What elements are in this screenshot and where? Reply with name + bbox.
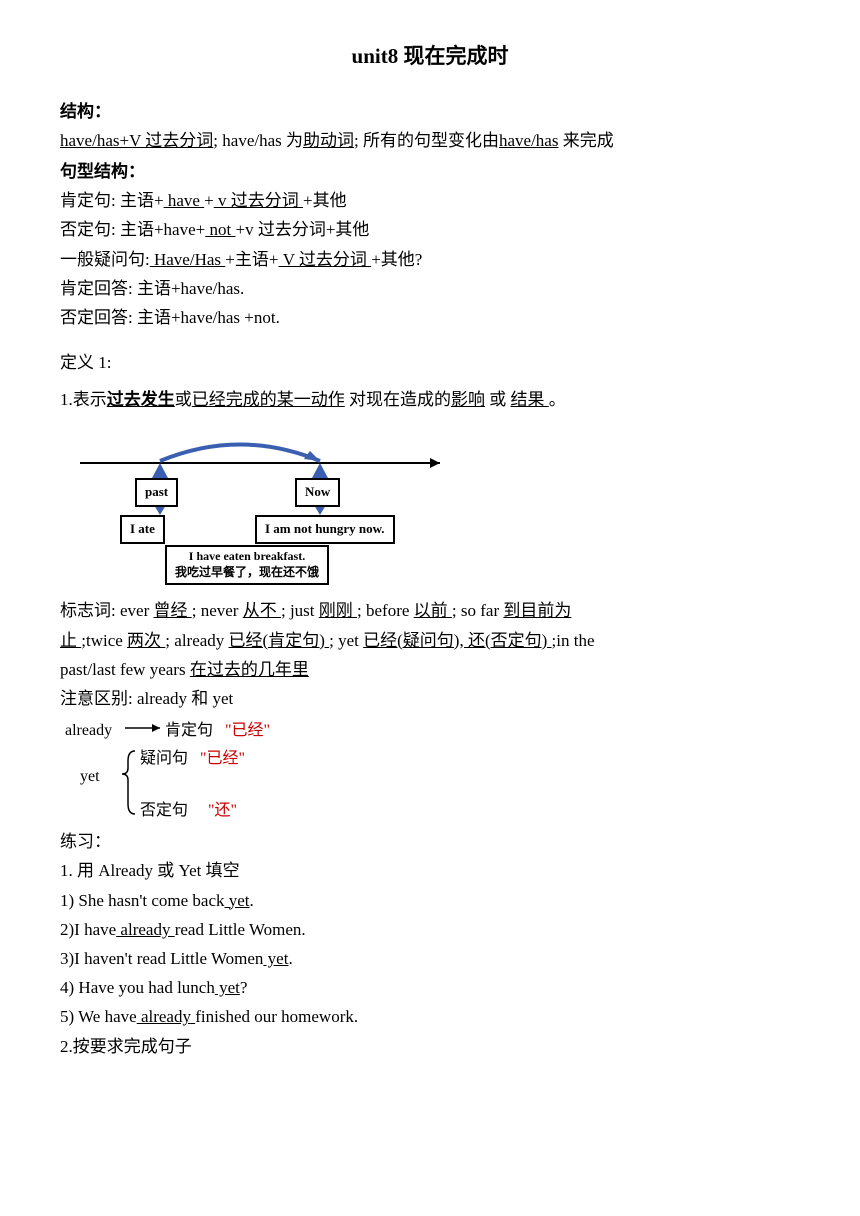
never-u: 从不 xyxy=(243,601,281,620)
d2-neg: 否定句 "还" xyxy=(140,798,237,824)
breakfast-box: I have eaten breakfast. 我吃过早餐了，现在还不饿 xyxy=(165,545,329,584)
text: ; have/has 为 xyxy=(213,131,303,150)
structure-part1: have/has+V 过去分词 xyxy=(60,131,213,150)
already-u: 已经(肯定句) xyxy=(229,631,330,650)
affirm-line: 肯定句: 主语+ have + v 过去分词 +其他 xyxy=(60,187,800,214)
already-label: already xyxy=(65,718,112,744)
text: +其他 xyxy=(303,191,347,210)
text: ; so far xyxy=(452,601,503,620)
text: 或 xyxy=(175,390,192,409)
text: +v 过去分词+其他 xyxy=(235,220,369,239)
text: ; yet xyxy=(329,631,363,650)
def1-line: 1.表示过去发生或已经完成的某一动作 对现在造成的影响 或 结果 。 xyxy=(60,386,800,413)
page-title: unit8 现在完成时 xyxy=(60,40,800,74)
structure-part3-u: have/has xyxy=(499,131,558,150)
practice-heading: 练习： xyxy=(60,828,800,855)
past-box: past xyxy=(135,478,178,507)
yet-u: 已经(疑问句), 还(否定句) xyxy=(363,631,551,650)
q4: 4) Have you had lunch yet? xyxy=(60,974,800,1001)
def1-u1: 过去发生 xyxy=(107,390,175,409)
text: 。 xyxy=(549,390,566,409)
q-u2: V 过去分词 xyxy=(278,250,371,269)
ever-u: 曾经 xyxy=(153,601,191,620)
text: 来完成 xyxy=(563,131,614,150)
d2-question: 疑问句 "已经" xyxy=(140,746,245,772)
text: ; already xyxy=(165,631,228,650)
before-u: 以前 xyxy=(414,601,452,620)
ex2-heading: 2.按要求完成句子 xyxy=(60,1033,800,1060)
neg-u1: not xyxy=(205,220,235,239)
now-box: Now xyxy=(295,478,340,507)
text: ; never xyxy=(192,601,243,620)
yes-line: 肯定回答: 主语+have/has. xyxy=(60,275,800,302)
inpast-u: 在过去的几年里 xyxy=(190,660,309,679)
q5: 5) We have already finished our homework… xyxy=(60,1003,800,1030)
no-line: 否定回答: 主语+have/has +not. xyxy=(60,304,800,331)
text: 或 xyxy=(485,390,511,409)
already-yet-diagram: already yet 肯定句 "已经" 疑问句 "已经" 否定句 "还" xyxy=(60,716,380,826)
sentence-heading: 句型结构： xyxy=(60,158,800,185)
def1-u4: 结果 xyxy=(511,390,549,409)
text: +其他? xyxy=(371,250,422,269)
iate-box: I ate xyxy=(120,515,165,544)
def1-u2: 已经完成的某一动作 xyxy=(192,390,345,409)
breakfast2: 我吃过早餐了，现在还不饿 xyxy=(175,565,319,579)
markers-line2: 止 ;twice 两次 ; already 已经(肯定句) ; yet 已经(疑… xyxy=(60,627,800,654)
text: past/last few years xyxy=(60,660,190,679)
breakfast1: I have eaten breakfast. xyxy=(189,549,305,563)
def1-label: 定义 1: xyxy=(60,349,800,376)
text: +主语+ xyxy=(225,250,278,269)
text: 肯定句: 主语+ xyxy=(60,191,164,210)
affirm-u2: v 过去分词 xyxy=(214,191,303,210)
text: + xyxy=(204,191,214,210)
text: 否定句: 主语+have+ xyxy=(60,220,205,239)
twice-u: 两次 xyxy=(127,631,165,650)
sofar2-u: 止 xyxy=(60,631,81,650)
nothungry-box: I am not hungry now. xyxy=(255,515,395,544)
ex1-heading: 1. 用 Already 或 Yet 填空 xyxy=(60,857,800,884)
text: 标志词: ever xyxy=(60,601,153,620)
structure-heading: 结构： xyxy=(60,98,800,125)
sofar-u: 到目前为 xyxy=(503,601,571,620)
def1-u3: 影响 xyxy=(451,390,485,409)
text: ; 所有的句型变化由 xyxy=(354,131,499,150)
text: ;twice xyxy=(81,631,127,650)
text: 1.表示 xyxy=(60,390,107,409)
yet-label: yet xyxy=(80,764,100,790)
q2: 2)I have already read Little Women. xyxy=(60,916,800,943)
text: ;in the xyxy=(552,631,595,650)
d2-affirm: 肯定句 "已经" xyxy=(165,718,270,744)
text: ; before xyxy=(357,601,414,620)
question-line: 一般疑问句: Have/Has +主语+ V 过去分词 +其他? xyxy=(60,246,800,273)
q1: 1) She hasn't come back yet. xyxy=(60,887,800,914)
text: 一般疑问句: xyxy=(60,250,150,269)
text: 对现在造成的 xyxy=(349,390,451,409)
structure-line: have/has+V 过去分词; have/has 为助动词; 所有的句型变化由… xyxy=(60,127,800,154)
just-u: 刚刚 xyxy=(319,601,357,620)
note-line: 注意区别: already 和 yet xyxy=(60,685,800,712)
affirm-u1: have xyxy=(164,191,205,210)
neg-line: 否定句: 主语+have+ not +v 过去分词+其他 xyxy=(60,216,800,243)
q-u1: Have/Has xyxy=(150,250,226,269)
timeline-diagram: past Now I ate I am not hungry now. I ha… xyxy=(60,423,460,583)
q3: 3)I haven't read Little Women yet. xyxy=(60,945,800,972)
text: ; just xyxy=(281,601,319,620)
markers-line: 标志词: ever 曾经 ; never 从不 ; just 刚刚 ; befo… xyxy=(60,597,800,624)
markers-line3: past/last few years 在过去的几年里 xyxy=(60,656,800,683)
structure-part2-u: 助动词 xyxy=(303,131,354,150)
